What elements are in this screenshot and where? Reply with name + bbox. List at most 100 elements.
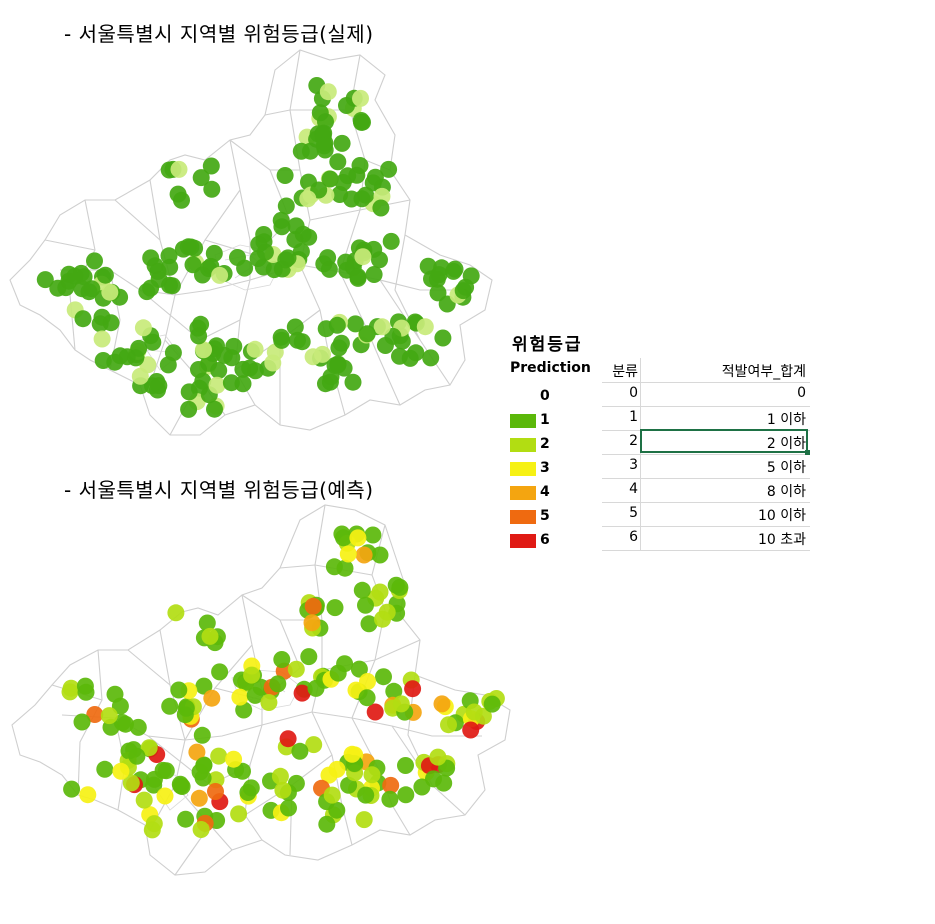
risk-point [358,689,376,707]
risk-point [371,251,388,269]
risk-point [317,375,334,393]
risk-point [344,373,362,391]
table-cell[interactable]: 1 이하 [766,412,806,428]
risk-point [93,308,111,326]
table-row[interactable]: 5 10 이하 [602,502,810,527]
risk-point [225,750,243,768]
risk-point [350,660,368,678]
risk-point [371,546,389,564]
legend-swatch [510,438,536,452]
risk-point [380,160,398,178]
seoul-predicted-risk-map [11,504,511,876]
risk-point [145,815,163,833]
table-row[interactable]: 6 10 초과 [602,526,810,551]
risk-point [286,318,304,336]
risk-point [127,349,145,367]
table-cell[interactable]: 5 이하 [766,460,806,476]
table-cell[interactable]: 0 [629,385,638,401]
table-cell[interactable]: 1 [629,409,638,425]
risk-point [230,805,248,823]
risk-point [177,810,195,828]
risk-point [323,786,341,804]
risk-point [77,683,95,701]
risk-point [167,604,185,622]
risk-point [397,786,415,804]
risk-point [156,787,174,805]
table-row[interactable]: 1 1 이하 [602,406,810,431]
risk-point [287,774,305,792]
table-cell[interactable]: 10 초과 [757,532,806,548]
legend-swatch [510,534,536,548]
legend-class-1: 1 [508,410,648,434]
risk-point [106,353,124,371]
risk-point [304,348,322,366]
risk-point [241,359,259,377]
legend-swatch [510,486,536,500]
table-row[interactable]: 3 5 이하 [602,454,810,479]
risk-point [195,341,212,359]
risk-point [231,688,249,706]
risk-point [366,168,384,186]
legend-class-label: 3 [540,460,550,476]
risk-point [100,707,118,725]
risk-point [192,169,210,187]
risk-point [260,694,278,711]
risk-point [276,167,294,184]
risk-point [190,789,208,807]
risk-point [279,249,297,267]
risk-point [305,736,323,754]
table-cell[interactable]: 4 [629,481,638,497]
risk-point [280,799,297,817]
risk-point [149,262,167,280]
legend-class-label: 4 [540,484,550,500]
risk-point [177,699,195,717]
risk-point [142,249,160,267]
risk-point [205,244,223,262]
table-row[interactable]: 0 0 [602,382,810,407]
table-cell[interactable]: 6 [629,529,638,545]
risk-point [73,713,91,731]
table-cell[interactable]: 5 [629,505,638,521]
table-cell[interactable]: 10 이하 [757,508,806,524]
risk-point [462,721,480,739]
table-cell[interactable]: 0 [797,385,806,401]
risk-point [60,265,78,283]
risk-point [429,284,447,302]
risk-point [93,330,111,348]
risk-point [404,680,422,698]
table-header-sum: 적발여부_합계 [721,364,806,380]
table-cell[interactable]: 3 [629,457,638,473]
risk-point [161,697,179,715]
risk-point [429,748,447,766]
risk-point [138,283,156,301]
risk-point [234,762,251,780]
legend-class-0: 0 [508,386,648,410]
risk-point [340,776,358,794]
risk-point [256,243,274,261]
risk-point [242,779,260,797]
selected-cell-outline [640,429,810,455]
table-cell[interactable]: 8 이하 [766,484,806,500]
risk-point [430,266,448,284]
risk-point [145,776,163,794]
table-cell[interactable]: 2 [629,433,638,449]
risk-point [422,349,440,367]
risk-point [291,742,309,760]
risk-point [352,112,370,129]
risk-point [129,718,147,736]
table-cell-selected[interactable]: 2 이하 [766,436,806,452]
risk-point [96,266,114,284]
risk-point [170,681,188,699]
risk-point [148,373,166,390]
risk-point [355,811,373,829]
risk-point [287,660,305,678]
risk-point [154,761,172,779]
table-row[interactable]: 4 8 이하 [602,478,810,503]
table-header-class: 분류 [612,364,638,380]
risk-point [293,333,311,351]
risk-point [279,730,297,748]
risk-point [131,367,149,385]
table-row[interactable]: 2 2 이하 [602,429,810,455]
predicted-risk-points [61,525,505,839]
risk-point [385,682,403,700]
